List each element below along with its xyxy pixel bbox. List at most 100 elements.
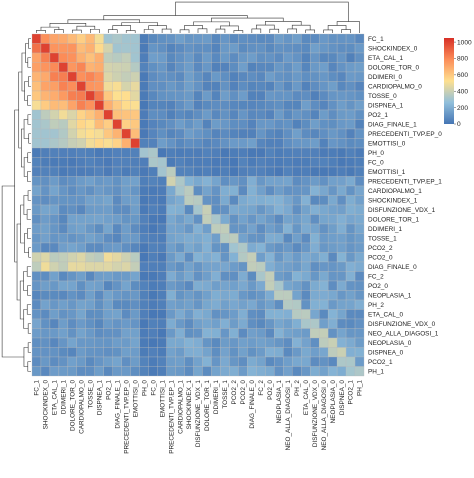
dendrogram-branch: [287, 28, 298, 33]
heatmap-cell: [166, 100, 176, 111]
heatmap-cell: [175, 138, 185, 149]
heatmap-cell: [130, 119, 140, 130]
heatmap-cell: [193, 214, 203, 225]
heatmap-cell: [238, 328, 248, 339]
heatmap-cell: [265, 90, 275, 101]
heatmap-cell: [103, 90, 113, 101]
dendrogram-branch: [27, 152, 31, 163]
heatmap-cell: [301, 242, 311, 253]
heatmap-cell: [345, 214, 356, 225]
heatmap-cell: [40, 290, 51, 301]
heatmap-cell: [85, 128, 95, 139]
heatmap-cell: [121, 366, 131, 377]
heatmap-cell: [229, 90, 239, 101]
row-label: DISFUNZIONE_VDX_0: [368, 321, 436, 328]
heatmap-cell: [354, 157, 365, 168]
heatmap-cell: [67, 138, 78, 149]
heatmap-cell: [49, 195, 60, 206]
color-legend: 0 200 400 600 800 1000: [444, 38, 472, 128]
heatmap-cell: [274, 195, 284, 206]
heatmap-cell: [283, 138, 293, 149]
heatmap-cell: [184, 366, 194, 377]
row-label: DIAG_FINALE_1: [368, 121, 417, 128]
heatmap-cell: [130, 147, 140, 158]
row-label: NEO_ALLA_DIAGOSI_1: [368, 330, 439, 337]
heatmap-cell: [49, 157, 60, 168]
heatmap-cell: [112, 309, 122, 320]
row-label: PRECEDENTI_TVP.EP_0: [368, 131, 442, 138]
heatmap-cell: [301, 223, 311, 234]
heatmap-cell: [94, 223, 104, 234]
heatmap-cell: [85, 328, 95, 339]
heatmap-cell: [193, 176, 203, 187]
heatmap-cell: [166, 328, 176, 339]
heatmap-cell: [139, 271, 149, 282]
heatmap-cell: [327, 157, 338, 168]
heatmap-cell: [157, 176, 167, 187]
column-label: DIAG_FINALE_1: [114, 380, 121, 429]
heatmap-cell: [40, 138, 51, 149]
dendrogram-branch: [24, 233, 29, 253]
heatmap-cell: [184, 204, 194, 215]
heatmap-cell: [247, 290, 257, 301]
heatmap-cell: [31, 100, 42, 111]
heatmap-cell: [94, 271, 104, 282]
heatmap-cell: [49, 166, 60, 177]
dendrogram-branch: [323, 29, 333, 33]
heatmap-cell: [67, 43, 78, 54]
heatmap-cell: [157, 43, 167, 54]
dendrogram-branch: [14, 109, 19, 263]
heatmap-cell: [121, 299, 131, 310]
column-label: SHOCKINDEX_0: [43, 380, 50, 430]
heatmap-cell: [283, 290, 293, 301]
dendrogram-branch: [121, 22, 158, 26]
heatmap-cell: [336, 81, 347, 92]
heatmap-cell: [327, 33, 338, 44]
heatmap-cell: [229, 356, 239, 367]
heatmap-cell: [121, 337, 131, 348]
heatmap-cell: [130, 109, 140, 120]
heatmap-cell: [202, 252, 212, 263]
heatmap-cell: [265, 147, 275, 158]
heatmap-cell: [58, 280, 69, 291]
column-label: PCO2_2: [231, 380, 238, 405]
heatmap-cell: [292, 271, 302, 282]
heatmap-cell: [238, 337, 248, 348]
heatmap-cell: [211, 299, 221, 310]
dendrogram-branch: [143, 29, 154, 33]
heatmap-cell: [139, 280, 149, 291]
dendrogram-branch: [251, 28, 262, 33]
heatmap-cell: [130, 356, 140, 367]
heatmap-cell: [202, 119, 212, 130]
heatmap-cell: [67, 71, 78, 82]
heatmap-cell: [265, 299, 275, 310]
heatmap-cell: [310, 214, 320, 225]
column-label: NEOPLASIA_0: [330, 380, 337, 424]
heatmap-cell: [265, 52, 275, 63]
heatmap-cell: [327, 204, 338, 215]
heatmap-cell: [327, 52, 338, 63]
heatmap-cell: [256, 242, 266, 253]
heatmap-cell: [247, 242, 257, 253]
heatmap-cell: [31, 242, 42, 253]
heatmap-cell: [345, 71, 356, 82]
heatmap-cell: [94, 185, 104, 196]
row-labels: FC_1 SHOCKINDEX_0 ETA_CAL_1 DOLORE_TOR_0 DDI…: [368, 36, 442, 376]
column-label: FC_1: [34, 380, 41, 396]
column-label: CARDIOPALMO_1: [177, 380, 184, 434]
heatmap-cell: [184, 318, 194, 329]
heatmap-cell: [103, 309, 113, 320]
heatmap-cell: [31, 290, 42, 301]
heatmap-cell: [175, 366, 185, 377]
heatmap-cell: [85, 233, 95, 244]
heatmap-cell: [220, 347, 230, 358]
heatmap-cell: [94, 100, 104, 111]
heatmap-cell: [67, 128, 78, 139]
heatmap-cell: [345, 290, 356, 301]
heatmap-cell: [274, 157, 284, 168]
heatmap-cell: [184, 299, 194, 310]
heatmap-cell: [157, 233, 167, 244]
heatmap-cell: [193, 309, 203, 320]
heatmap-cell: [283, 109, 293, 120]
heatmap-cell: [336, 318, 347, 329]
